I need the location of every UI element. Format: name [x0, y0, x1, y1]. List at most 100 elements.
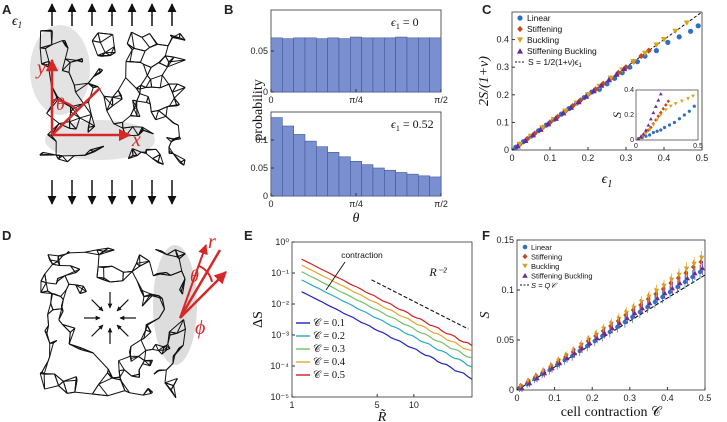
hist-annotation: ϵ1 = 0.52: [391, 117, 434, 133]
marker-buckling: [623, 310, 630, 316]
network-fiber: [100, 34, 114, 43]
histogram-bar: [350, 36, 362, 93]
network-fiber: [146, 317, 160, 326]
network-fiber: [57, 275, 66, 282]
panel-label-d: D: [2, 228, 11, 243]
network-fiber: [44, 385, 59, 390]
network-fiber: [179, 37, 186, 41]
network-fiber: [90, 114, 96, 127]
marker-buckling: [641, 50, 649, 57]
network-fiber: [176, 328, 186, 334]
x-tick-label: 0.5: [699, 393, 712, 403]
y-tick-label: 0.3: [496, 62, 509, 72]
marker-stiffening-buckling: [537, 126, 544, 132]
y-axis-label: 2S/(1+ν): [477, 56, 492, 106]
network-fiber: [107, 247, 115, 251]
network-fiber: [61, 62, 71, 71]
network-fiber: [155, 110, 160, 120]
network-fiber: [76, 59, 83, 63]
network-fiber: [175, 249, 186, 255]
marker-stiffening-buckling: [544, 120, 552, 127]
x-tick-label: 0.4: [658, 153, 671, 163]
marker-stiffening-buckling: [519, 385, 525, 391]
network-fiber: [130, 115, 140, 117]
network-fiber: [140, 339, 147, 351]
network-fiber: [119, 369, 125, 378]
network-fiber: [140, 329, 147, 340]
legend-fit-label-sub: 1: [579, 63, 583, 69]
network-fiber: [166, 362, 174, 371]
network-fiber: [47, 254, 59, 257]
network-fiber: [131, 148, 138, 156]
network-fiber: [92, 393, 108, 397]
network-fiber: [74, 391, 93, 395]
network-fiber: [122, 271, 133, 282]
theta-direction-arrow: [179, 271, 227, 319]
network-fiber: [68, 72, 75, 86]
network-fiber: [179, 162, 185, 166]
marker-stiffening: [638, 53, 645, 60]
network-fiber: [141, 296, 145, 307]
marker-stiffening-buckling: [639, 305, 645, 311]
network-fiber: [87, 82, 92, 86]
network-fiber: [158, 346, 164, 351]
network-fiber: [57, 155, 63, 160]
marker-linear: [607, 329, 612, 335]
hist-y-tick-label: 0: [263, 87, 268, 97]
marker-buckling: [578, 342, 584, 348]
network-fiber: [158, 308, 165, 319]
network-fiber: [153, 370, 158, 375]
loglog-plot-e: 1 5 10 10⁻⁵ 10⁻⁴ 10⁻³ 10⁻² 10⁻¹ 10⁰ R⁻² contractio…: [251, 237, 473, 422]
network-fiber: [142, 129, 144, 131]
legend-item: Stiffening: [531, 253, 562, 262]
network-fiber: [130, 108, 135, 116]
network-fiber: [134, 47, 146, 52]
legend-item: Linear: [531, 243, 552, 252]
inset-y-tick: 0.4: [624, 87, 634, 94]
network-fiber: [142, 290, 152, 295]
panel-label-f: F: [482, 228, 490, 243]
network-fiber: [62, 253, 67, 257]
legend-item: Stiffening: [527, 24, 563, 34]
network-fiber: [67, 155, 75, 163]
y-tick-label: 10⁻⁴: [270, 361, 289, 371]
network-fiber: [159, 154, 164, 165]
network-fiber: [161, 250, 168, 256]
network-fiber: [132, 126, 139, 136]
marker-buckling: [691, 261, 697, 267]
network-fiber: [88, 102, 92, 115]
marker-stiffening: [664, 103, 668, 107]
marker-linear: [682, 113, 686, 117]
contraction-pointer: [325, 261, 346, 291]
histogram-bar: [361, 37, 374, 93]
marker-stiffening-buckling: [651, 110, 656, 115]
marker-stiffening-buckling: [654, 295, 660, 301]
network-fiber: [92, 352, 109, 370]
network-fiber: [62, 324, 76, 329]
network-fiber: [161, 74, 170, 85]
network-fiber: [143, 393, 152, 396]
marker-stiffening: [522, 253, 528, 260]
network-fiber: [151, 86, 161, 89]
marker-stiffening-buckling: [567, 104, 575, 110]
marker-buckling: [658, 113, 663, 117]
legend-item: 𝒞 = 0.1: [313, 317, 345, 329]
legend-item: 𝒞 = 0.3: [313, 343, 345, 355]
network-fiber: [164, 55, 170, 63]
network-fiber: [70, 265, 80, 270]
marker-buckling: [571, 348, 577, 354]
network-fiber: [130, 339, 142, 347]
marker-buckling: [673, 102, 678, 106]
network-fiber: [168, 319, 184, 333]
marker-linear: [662, 125, 667, 130]
legend-item: 𝒞 = 0.5: [313, 369, 345, 381]
marker-buckling: [653, 42, 660, 48]
network-fiber: [173, 136, 180, 140]
stress-glow: [30, 25, 90, 115]
network-fiber: [112, 96, 122, 100]
network-fiber: [72, 108, 81, 119]
network-fiber: [138, 363, 144, 371]
network-fiber: [173, 87, 186, 99]
contraction-arrow: [116, 299, 129, 312]
network-fiber: [123, 369, 132, 377]
